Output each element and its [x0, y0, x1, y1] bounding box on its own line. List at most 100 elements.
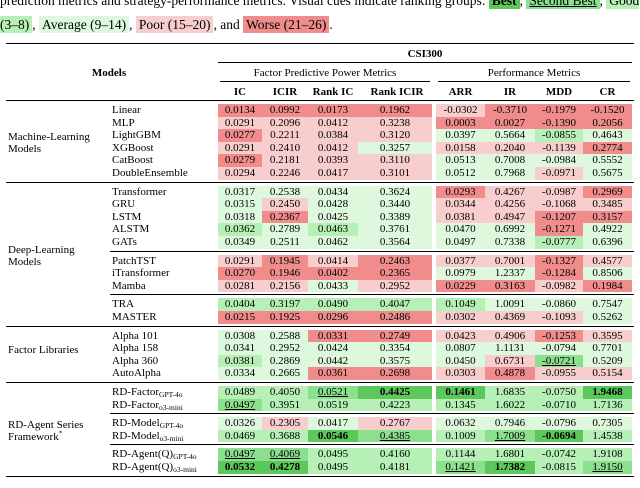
metric-cell: 0.0412 — [308, 141, 358, 155]
metric-value: -0.1271 — [542, 223, 576, 236]
metric-cell: -0.1207 — [535, 210, 583, 224]
metric-value: 0.7701 — [592, 342, 623, 355]
metric-value: 0.0490 — [317, 298, 349, 311]
rule — [220, 81, 430, 82]
metric-cell: 0.0294 — [218, 167, 262, 180]
metric-value: 0.4223 — [379, 398, 411, 411]
metric-cell: 0.7305 — [583, 417, 632, 430]
metric-cell: -0.0971 — [535, 167, 583, 180]
metric-cell: 0.0291 — [218, 116, 262, 130]
metric-value: 0.0423 — [445, 329, 476, 342]
metric-value: -0.1520 — [590, 104, 625, 116]
rule — [6, 181, 634, 183]
metric-cell: 0.0402 — [308, 267, 358, 280]
metric-cell: 0.0384 — [308, 129, 358, 142]
metric-cell: -0.1093 — [535, 311, 583, 324]
column-header: ARR — [448, 86, 473, 98]
metric-cell: 0.3163 — [485, 279, 535, 293]
metric-value: 1.6835 — [494, 386, 526, 398]
metric-cell: 0.0291 — [218, 141, 262, 155]
metric-cell: -0.1068 — [535, 198, 583, 211]
metric-value: 0.1925 — [269, 311, 301, 323]
metric-cell: 0.0317 — [218, 185, 262, 199]
metric-value: 0.4425 — [379, 386, 411, 398]
metric-value: 0.4160 — [379, 448, 411, 461]
metric-cell: -0.1139 — [535, 141, 583, 155]
metric-cell: 0.6992 — [485, 223, 535, 236]
metric-value: 0.2588 — [269, 329, 301, 342]
metric-cell: 0.0412 — [308, 116, 358, 130]
metric-value: 0.5154 — [592, 367, 623, 380]
metric-value: 0.0318 — [224, 210, 256, 223]
metric-value: 0.0412 — [317, 141, 349, 154]
metric-value: 0.0402 — [317, 267, 349, 280]
metric-cell: 0.3101 — [358, 167, 432, 180]
model-label: DoubleEnsemble — [112, 167, 188, 179]
group-label: Factor Libraries — [8, 344, 106, 356]
model-name: Mamba — [112, 280, 146, 292]
metric-value: 0.3761 — [379, 223, 411, 236]
metric-cell: 1.6022 — [485, 398, 535, 412]
legend-chip: Average (9–14) — [39, 16, 130, 33]
metric-value: 0.3257 — [379, 141, 411, 154]
metric-value: 0.2181 — [269, 154, 301, 167]
metric-cell: 0.2952 — [262, 342, 308, 355]
caption-text: . — [329, 17, 333, 32]
metric-value: 0.2211 — [270, 129, 300, 142]
metric-cell: 0.0433 — [308, 279, 358, 293]
metric-cell: 0.6396 — [583, 236, 632, 249]
metric-value: 0.5675 — [592, 167, 623, 179]
model-name: Alpha 360 — [112, 355, 158, 367]
legend-chip: Poor (15–20) — [135, 16, 214, 33]
metric-cell: 0.4256 — [485, 198, 535, 211]
metric-cell: 0.0381 — [218, 354, 262, 368]
metric-cell: 0.0489 — [218, 386, 262, 399]
metric-value: -0.0984 — [542, 154, 576, 167]
metric-value: 0.2665 — [269, 367, 301, 380]
metric-cell: 0.4050 — [262, 386, 308, 399]
metric-cell: 0.0326 — [218, 417, 262, 430]
metric-value: 0.4047 — [379, 298, 411, 311]
model-variant: o3-mini — [173, 465, 197, 474]
metric-value: 0.2952 — [269, 342, 301, 355]
metric-value: 1.6801 — [494, 448, 526, 461]
metric-cell: 0.0497 — [218, 448, 262, 461]
metric-cell: 0.6731 — [485, 354, 535, 368]
metric-value: 0.0807 — [445, 342, 476, 355]
column-header: Rank ICIR — [370, 86, 424, 98]
metric-cell: 0.1962 — [358, 104, 432, 117]
metric-cell: 0.1984 — [583, 279, 632, 293]
metric-cell: 0.0497 — [436, 236, 485, 249]
metric-value: -0.1979 — [542, 104, 576, 116]
model-label: Transformer — [112, 185, 167, 198]
metric-value: 0.1421 — [445, 461, 476, 473]
metric-value: 0.0293 — [445, 185, 476, 198]
metric-cell: 0.0470 — [436, 223, 485, 236]
metric-cell: 0.0546 — [308, 429, 358, 443]
metric-value: 0.8506 — [592, 267, 623, 280]
metric-value: 0.3101 — [379, 167, 411, 179]
metric-value: -0.1068 — [542, 198, 576, 211]
metric-value: 0.2156 — [269, 279, 301, 292]
metric-cell: 0.0303 — [436, 367, 485, 380]
metric-value: 0.0361 — [317, 367, 349, 380]
metric-value: 0.3120 — [379, 129, 411, 142]
metric-cell: 0.0463 — [308, 223, 358, 236]
metric-cell: -0.1271 — [535, 223, 583, 236]
metric-value: 0.3238 — [379, 116, 411, 129]
metric-value: 1.7382 — [494, 461, 526, 473]
metric-cell: 0.3951 — [262, 398, 308, 412]
metric-cell: 0.4278 — [262, 461, 308, 474]
metric-value: 0.7338 — [494, 236, 526, 248]
metric-cell: 0.0302 — [436, 311, 485, 324]
metric-value: -0.1390 — [542, 116, 576, 129]
metric-value: 0.3197 — [269, 298, 301, 311]
metric-value: 0.0513 — [445, 154, 476, 167]
metric-cell: 0.8506 — [583, 267, 632, 280]
model-label: LSTM — [112, 210, 142, 223]
caption-text: , — [129, 17, 133, 32]
metric-cell: 0.0512 — [436, 167, 485, 180]
metric-cell: 0.4906 — [485, 329, 535, 343]
metric-value: 0.0291 — [224, 116, 256, 129]
metric-value: 0.0334 — [224, 367, 256, 380]
